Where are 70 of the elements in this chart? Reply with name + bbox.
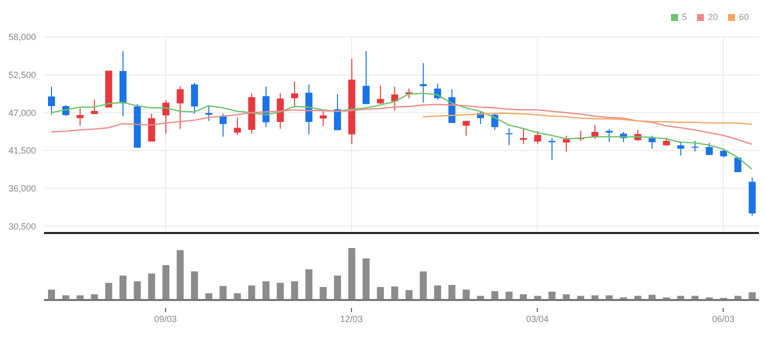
bar: [176, 250, 184, 300]
candlestick: [362, 50, 370, 105]
bar: [334, 276, 341, 300]
candlestick: [677, 141, 684, 156]
bar: [748, 292, 756, 300]
candlestick: [462, 120, 470, 136]
bar: [191, 271, 198, 300]
y-tick-label: 47,000: [8, 108, 36, 118]
candlestick: [734, 156, 742, 173]
y-tick-label: 36,000: [8, 183, 36, 194]
candlestick: [420, 62, 427, 104]
candlestick: [391, 86, 398, 112]
candlestick: [234, 117, 241, 136]
candlestick: [376, 84, 384, 105]
candlestick: [48, 86, 55, 115]
bar: [376, 287, 384, 300]
bar: [348, 248, 356, 300]
bar: [276, 282, 284, 300]
bar: [362, 258, 370, 300]
candlestick: [320, 110, 327, 127]
x-tick-label: 12/03: [340, 314, 363, 324]
x-tick-label: 03/04: [526, 314, 549, 324]
bar: [148, 273, 156, 300]
bar: [434, 285, 442, 300]
y-tick-label: 52,500: [8, 70, 36, 80]
bar: [220, 286, 227, 300]
candlestick: [291, 80, 298, 107]
bar: [305, 269, 312, 300]
bar: [162, 265, 170, 300]
legend-label: 5: [682, 12, 687, 22]
y-tick-label: 30,500: [8, 221, 36, 232]
y-tick-label: 58,000: [8, 32, 36, 42]
x-tick-label: 06/03: [712, 314, 735, 324]
bar: [120, 276, 126, 300]
candlestick: [176, 86, 184, 130]
candlestick: [334, 94, 341, 131]
line-series: [422, 112, 752, 125]
bar: [491, 291, 498, 300]
bar: [105, 282, 112, 300]
bar: [462, 290, 470, 300]
bar: [406, 290, 412, 300]
candlestick: [276, 92, 284, 130]
bar: [420, 271, 427, 300]
bar: [248, 285, 256, 300]
candlestick: [706, 142, 713, 156]
bar: [391, 286, 398, 300]
candlestick: [648, 135, 656, 150]
candlestick: [520, 128, 527, 144]
bar: [134, 281, 141, 300]
bar: [48, 290, 55, 300]
candlestick: [562, 135, 570, 152]
candlestick: [220, 113, 227, 138]
candlestick: [191, 82, 198, 114]
y-tick-label: 41,500: [8, 146, 36, 156]
candlestick: [148, 113, 156, 142]
bar: [320, 287, 327, 300]
legend-label: 20: [708, 12, 718, 22]
x-tick-label: 09/03: [154, 314, 177, 324]
bar: [506, 292, 513, 300]
candlestick: [534, 130, 542, 144]
candlestick: [76, 108, 84, 126]
candlestick: [90, 99, 98, 115]
legend-label: 60: [738, 12, 749, 22]
bar: [448, 284, 456, 300]
candlestick: [692, 140, 698, 152]
candlestick: [162, 100, 170, 134]
bar: [262, 281, 270, 300]
bar: [291, 281, 298, 300]
candlestick: [506, 128, 513, 146]
bar: [548, 292, 556, 300]
